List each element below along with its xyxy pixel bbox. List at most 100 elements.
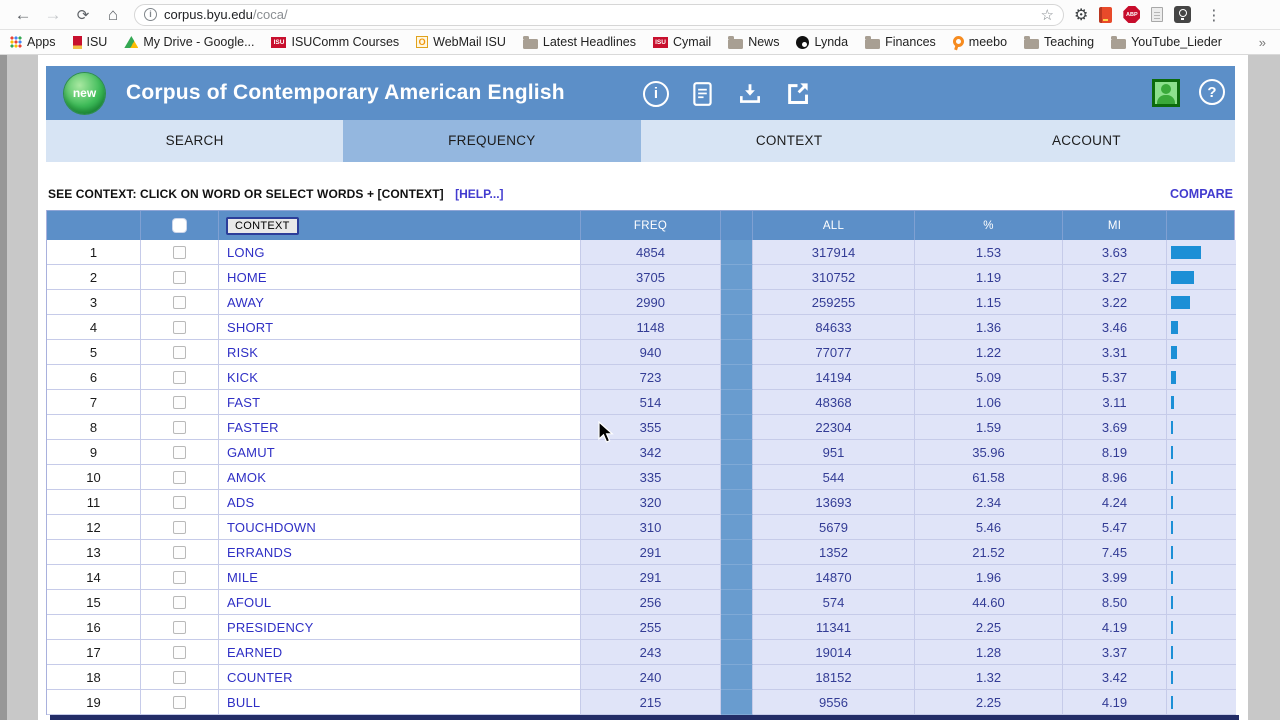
reload-button[interactable]: ⟳ [76,6,90,24]
forward-button[interactable]: → [44,4,62,24]
folder-icon [1024,35,1040,49]
bookmark-finances[interactable]: Finances [865,35,936,49]
row-checkbox[interactable] [173,345,186,359]
row-checkbox-cell [141,465,219,490]
bookmarks-overflow-chevron[interactable]: » [1258,34,1266,50]
word-link[interactable]: RISK [227,344,259,360]
all-cell: 84633 [753,315,915,340]
row-checkbox[interactable] [173,320,186,334]
browser-menu-icon[interactable]: ⋮ [1206,6,1222,24]
context-button[interactable]: CONTEXT [226,216,299,235]
row-checkbox-cell [141,690,219,715]
word-link[interactable]: ADS [227,494,255,510]
word-link[interactable]: LONG [227,244,265,260]
info-icon[interactable]: i [643,80,669,107]
separator-header [721,211,753,240]
gear-extension-icon[interactable]: ⚙ [1074,6,1089,24]
bookmark-my-drive-google-[interactable]: My Drive - Google... [124,35,254,49]
word-link[interactable]: PRESIDENCY [227,619,314,635]
row-checkbox[interactable] [173,545,186,559]
bookmark-lynda[interactable]: Lynda [796,35,848,49]
adblock-extension-icon[interactable]: ABP [1123,6,1141,23]
word-link[interactable]: MILE [227,569,259,585]
word-link[interactable]: AFOUL [227,594,272,610]
bookmark-label: My Drive - Google... [143,35,255,49]
row-checkbox[interactable] [173,645,186,659]
bookmark-webmail-isu[interactable]: WebMail ISU [416,35,506,49]
tab-search[interactable]: SEARCH [46,120,344,162]
bookmark-apps[interactable]: Apps [10,35,56,49]
word-link[interactable]: ERRANDS [227,544,292,560]
row-checkbox[interactable] [173,445,186,459]
row-checkbox[interactable] [173,370,186,384]
row-checkbox[interactable] [173,495,186,509]
word-link[interactable]: FAST [227,394,261,410]
row-checkbox[interactable] [173,395,186,409]
download-icon[interactable] [737,81,763,107]
tab-account[interactable]: ACCOUNT [937,120,1235,162]
word-link[interactable]: FASTER [227,419,279,435]
mi-cell: 3.63 [1063,240,1167,265]
bookmark-latest-headlines[interactable]: Latest Headlines [522,35,636,49]
word-link[interactable]: KICK [227,369,259,385]
external-link-icon[interactable] [784,80,811,107]
row-checkbox[interactable] [173,295,186,309]
word-link[interactable]: AWAY [227,294,265,310]
word-link[interactable]: HOME [227,269,267,285]
word-cell: FASTER [219,415,581,440]
table-header-row: CONTEXT FREQ ALL % MI [47,210,1234,240]
row-checkbox[interactable] [173,245,186,259]
word-link[interactable]: BULL [227,694,261,710]
book-extension-icon[interactable] [1099,6,1113,23]
bookmark-youtube-lieder[interactable]: YouTube_Lieder [1111,35,1222,49]
word-link[interactable]: GAMUT [227,444,275,460]
user-profile-icon[interactable] [1152,79,1180,107]
page-info-icon[interactable]: i [144,8,157,21]
separator-cell [721,390,753,415]
bookmark-cymail[interactable]: Cymail [653,35,711,49]
tab-context[interactable]: CONTEXT [640,120,938,162]
note-row: SEE CONTEXT: CLICK ON WORD OR SELECT WOR… [48,187,1233,203]
compare-link[interactable]: COMPARE [1170,187,1233,201]
row-checkbox[interactable] [173,595,186,609]
row-checkbox[interactable] [173,520,186,534]
word-link[interactable]: COUNTER [227,669,293,685]
bookmark-meebo[interactable]: meebo [952,35,1007,49]
select-all-checkbox[interactable] [173,219,186,232]
word-link[interactable]: AMOK [227,469,267,485]
page-extension-icon[interactable] [1151,7,1164,22]
help-icon[interactable]: ? [1199,79,1225,105]
row-checkbox[interactable] [173,270,186,284]
word-link[interactable]: TOUCHDOWN [227,519,316,535]
bookmark-news[interactable]: News [728,35,779,49]
row-checkbox[interactable] [173,470,186,484]
lightbulb-extension-icon[interactable] [1174,6,1192,23]
bookmark-isucomm-courses[interactable]: ISUComm Courses [271,35,399,49]
row-checkbox[interactable] [173,695,186,709]
extensions-row: ⚙ ABP ⋮ [1074,5,1227,25]
document-icon[interactable] [690,81,716,107]
row-checkbox[interactable] [173,420,186,434]
url-bar[interactable]: i corpus.byu.edu/coca/ ☆ [134,3,1064,26]
tab-bar: SEARCH FREQUENCY CONTEXT ACCOUNT [46,120,1235,162]
tab-frequency[interactable]: FREQUENCY [343,120,641,162]
bookmark-teaching[interactable]: Teaching [1024,35,1094,49]
home-button[interactable]: ⌂ [107,4,119,24]
help-link[interactable]: [HELP...] [455,187,504,201]
word-cell: HOME [219,265,581,290]
row-checkbox[interactable] [173,620,186,634]
row-checkbox[interactable] [173,570,186,584]
row-checkbox[interactable] [173,670,186,684]
row-rank: 2 [47,265,141,290]
separator-cell [721,565,753,590]
back-button[interactable]: ← [14,4,32,24]
bookmark-star-icon[interactable]: ☆ [1040,6,1054,24]
word-link[interactable]: EARNED [227,644,283,660]
word-link[interactable]: SHORT [227,319,274,335]
bookmark-isu[interactable]: ISU [72,35,107,49]
row-checkbox-cell [141,440,219,465]
bar-cell [1167,440,1236,465]
bar-cell [1167,365,1236,390]
freq-column-header: FREQ [581,211,721,240]
row-rank: 13 [47,540,141,565]
